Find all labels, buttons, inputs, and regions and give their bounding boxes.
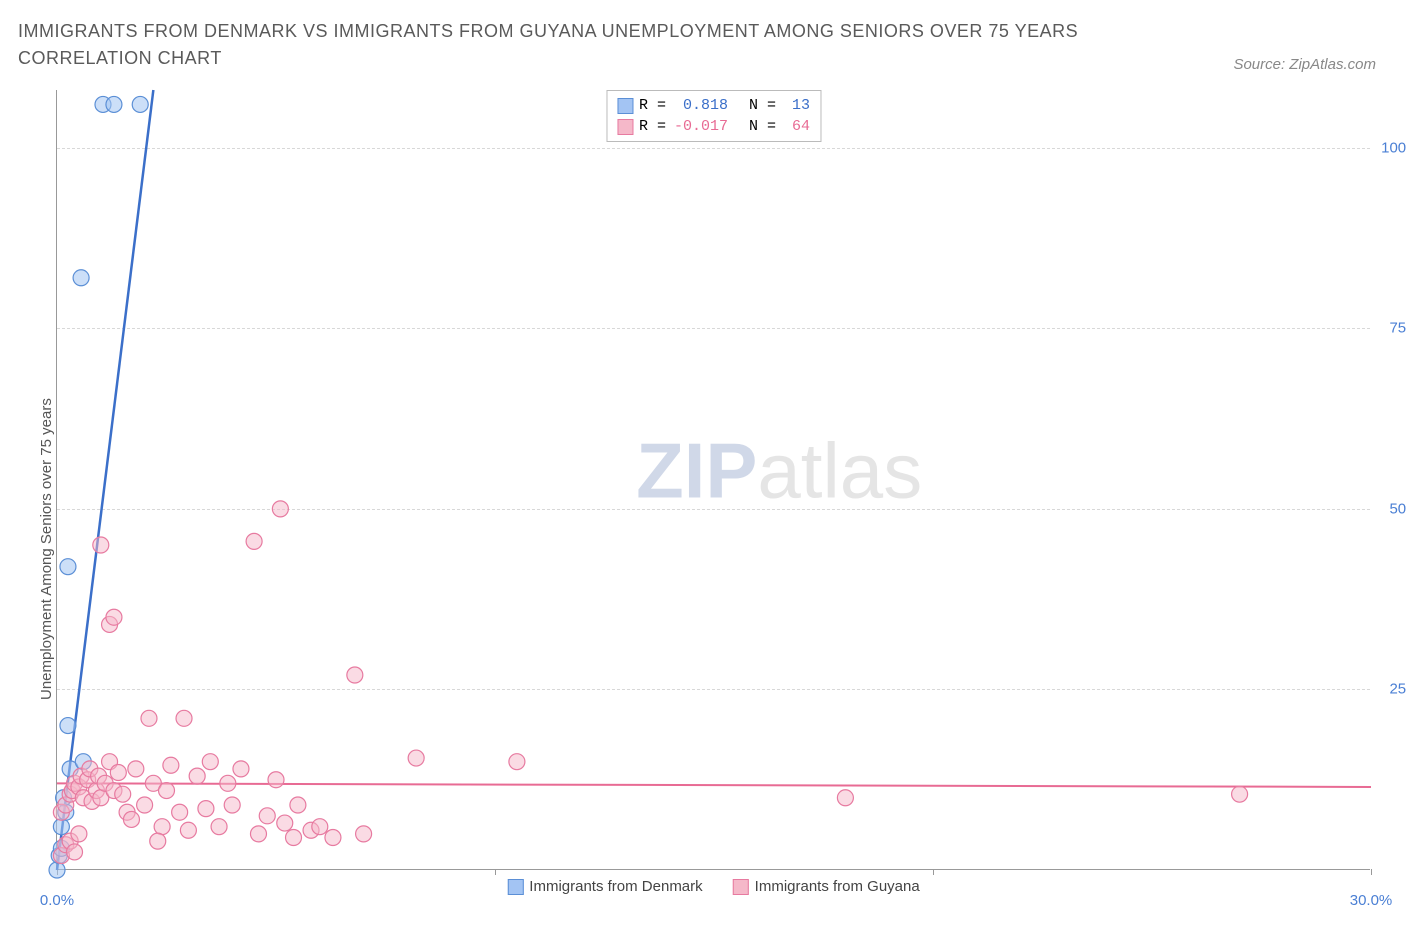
y-tick-label: 50.0% (1389, 500, 1406, 517)
n-value-guyana: 64 (782, 116, 810, 137)
trend-line-guyana (57, 783, 1371, 787)
data-point-guyana (172, 804, 188, 820)
swatch-guyana (617, 119, 633, 135)
data-point-guyana (408, 750, 424, 766)
legend-bottom: Immigrants from Denmark Immigrants from G… (507, 878, 919, 895)
data-point-guyana (163, 757, 179, 773)
data-point-guyana (180, 822, 196, 838)
data-point-guyana (123, 811, 139, 827)
data-point-denmark (73, 270, 89, 286)
data-point-denmark (132, 96, 148, 112)
data-point-denmark (60, 559, 76, 575)
data-point-guyana (312, 819, 328, 835)
x-tick (495, 869, 496, 875)
legend-item: Immigrants from Guyana (733, 878, 920, 895)
plot-area: ZIPatlas 25.0%50.0%75.0%100.0% 0.0%30.0%… (56, 90, 1370, 870)
data-point-guyana (128, 761, 144, 777)
data-point-guyana (347, 667, 363, 683)
data-point-guyana (67, 844, 83, 860)
legend-swatch (733, 879, 749, 895)
data-point-guyana (176, 710, 192, 726)
r-value-denmark: 0.818 (672, 95, 728, 116)
x-tick-label: 30.0% (1350, 892, 1393, 909)
data-point-guyana (277, 815, 293, 831)
data-point-guyana (224, 797, 240, 813)
source-attribution: Source: ZipAtlas.com (1233, 56, 1376, 73)
data-point-guyana (141, 710, 157, 726)
data-point-guyana (356, 826, 372, 842)
legend-row-guyana: R = -0.017 N = 64 (617, 116, 810, 137)
data-point-guyana (259, 808, 275, 824)
n-value-denmark: 13 (782, 95, 810, 116)
r-label: R = (639, 95, 666, 116)
y-axis-label: Unemployment Among Seniors over 75 years (38, 398, 55, 700)
n-label: N = (749, 116, 776, 137)
legend-swatch (507, 879, 523, 895)
data-point-denmark (53, 819, 69, 835)
data-point-guyana (110, 765, 126, 781)
data-point-guyana (246, 533, 262, 549)
legend-label: Immigrants from Guyana (755, 878, 920, 895)
data-point-guyana (837, 790, 853, 806)
data-point-guyana (250, 826, 266, 842)
legend-label: Immigrants from Denmark (529, 878, 702, 895)
legend-stats: R = 0.818 N = 13 R = -0.017 N = 64 (606, 90, 821, 142)
legend-row-denmark: R = 0.818 N = 13 (617, 95, 810, 116)
data-point-guyana (150, 833, 166, 849)
y-tick-label: 25.0% (1389, 681, 1406, 698)
data-point-guyana (268, 772, 284, 788)
x-tick-label: 0.0% (40, 892, 74, 909)
data-point-guyana (159, 783, 175, 799)
r-label: R = (639, 116, 666, 137)
data-point-denmark (106, 96, 122, 112)
data-point-guyana (325, 830, 341, 846)
trend-line-denmark (57, 90, 153, 870)
swatch-denmark (617, 98, 633, 114)
y-tick-label: 75.0% (1389, 320, 1406, 337)
x-tick (933, 869, 934, 875)
data-point-guyana (1232, 786, 1248, 802)
data-point-guyana (233, 761, 249, 777)
n-label: N = (749, 95, 776, 116)
data-point-guyana (211, 819, 227, 835)
data-point-denmark (60, 718, 76, 734)
x-tick (1371, 869, 1372, 875)
data-point-guyana (220, 775, 236, 791)
data-point-guyana (115, 786, 131, 802)
data-point-denmark (49, 862, 65, 878)
r-value-guyana: -0.017 (672, 116, 728, 137)
legend-item: Immigrants from Denmark (507, 878, 702, 895)
data-point-guyana (93, 537, 109, 553)
data-point-guyana (137, 797, 153, 813)
data-point-guyana (272, 501, 288, 517)
data-point-guyana (290, 797, 306, 813)
data-point-guyana (286, 830, 302, 846)
data-point-guyana (154, 819, 170, 835)
data-point-guyana (509, 754, 525, 770)
data-point-guyana (198, 801, 214, 817)
data-point-guyana (106, 609, 122, 625)
data-point-guyana (189, 768, 205, 784)
data-point-guyana (202, 754, 218, 770)
y-tick-label: 100.0% (1381, 139, 1406, 156)
data-point-guyana (71, 826, 87, 842)
chart-svg (57, 90, 1370, 869)
chart-title: IMMIGRANTS FROM DENMARK VS IMMIGRANTS FR… (18, 18, 1168, 72)
